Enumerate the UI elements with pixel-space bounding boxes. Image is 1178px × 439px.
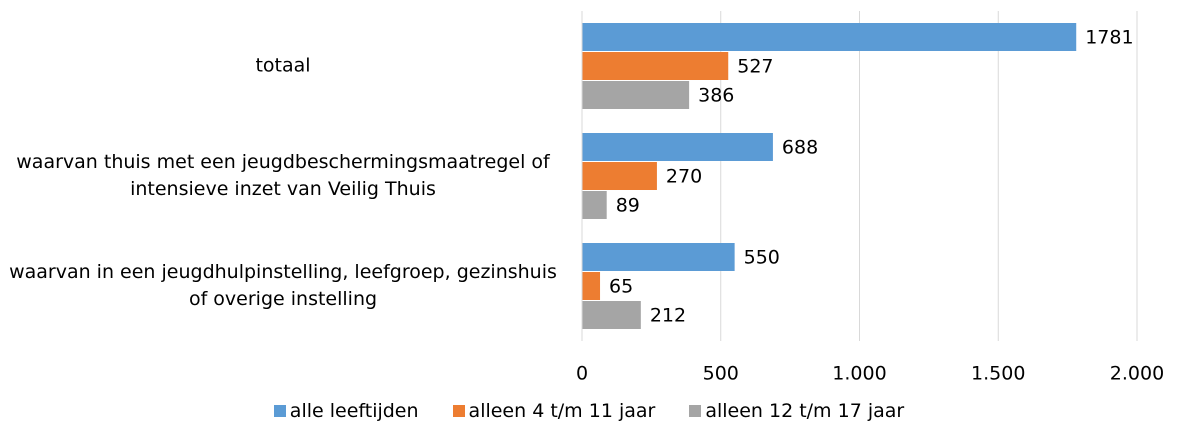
bar: [582, 52, 729, 80]
data-label: 89: [616, 195, 640, 217]
x-tick-label: 500: [703, 363, 739, 385]
category-label: totaal: [255, 54, 311, 77]
category-label: waarvan in een jeugdhulpinstelling, leef…: [9, 261, 557, 310]
bar: [582, 133, 773, 161]
bar: [582, 301, 641, 329]
bar: [582, 243, 735, 271]
x-tick-label: 2.000: [1110, 363, 1164, 385]
legend-item: alleen 4 t/m 11 jaar: [452, 400, 656, 422]
data-label: 270: [666, 166, 702, 188]
data-label: 212: [650, 305, 686, 327]
category-label: waarvan thuis met een jeugdbeschermingsm…: [16, 151, 550, 200]
data-label: 550: [744, 247, 780, 269]
legend-swatch: [689, 405, 702, 417]
legend-label: alleen 4 t/m 11 jaar: [468, 400, 656, 422]
legend-label: alleen 12 t/m 17 jaar: [705, 400, 905, 422]
x-tick-label: 1.000: [832, 363, 886, 385]
data-label: 65: [609, 276, 633, 298]
data-label: 386: [698, 85, 734, 107]
legend-item: alle leeftijden: [273, 400, 419, 422]
bar: [582, 81, 690, 109]
x-tick-label: 1.500: [971, 363, 1025, 385]
legend-item: alleen 12 t/m 17 jaar: [689, 400, 904, 422]
data-label: 688: [782, 137, 818, 159]
bar: [582, 272, 601, 300]
x-tick-label: 0: [576, 363, 588, 385]
bar: [582, 191, 607, 219]
legend-swatch: [452, 405, 465, 417]
data-label: 1781: [1085, 27, 1133, 49]
legend: alle leeftijden alleen 4 t/m 11 jaar allee…: [0, 400, 1178, 422]
bar: [582, 162, 657, 190]
bar: [582, 23, 1077, 51]
legend-label: alle leeftijden: [289, 400, 419, 422]
legend-swatch: [273, 405, 286, 417]
data-label: 527: [737, 56, 773, 78]
